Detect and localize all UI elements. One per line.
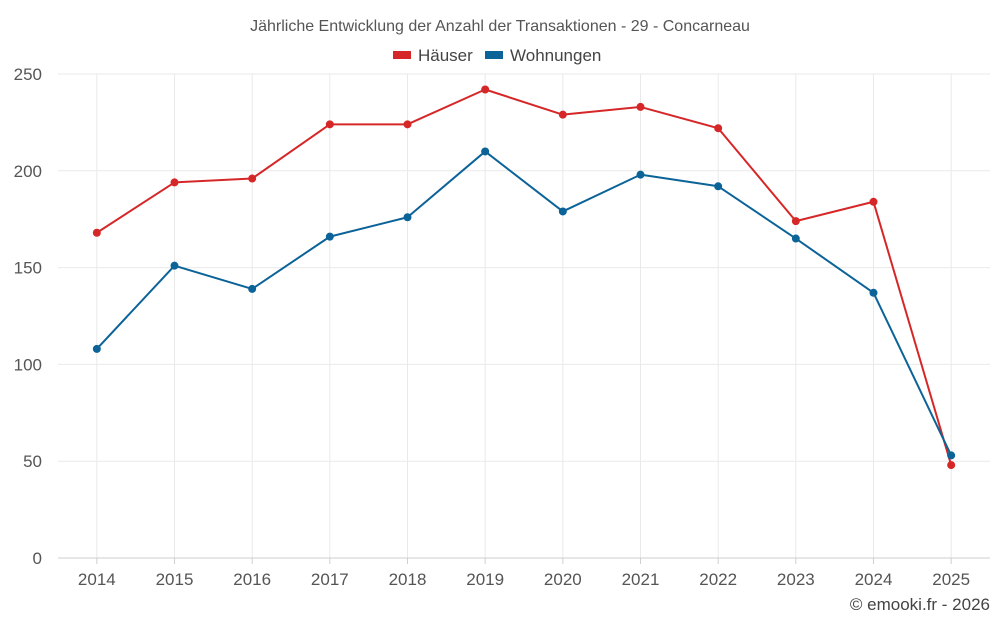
grid	[58, 73, 990, 558]
data-point-wohnungen-2018[interactable]	[403, 213, 412, 222]
data-point-wohnungen-2015[interactable]	[170, 261, 179, 270]
x-tick-label: 2020	[544, 570, 582, 589]
data-point-wohnungen-2025[interactable]	[947, 451, 956, 460]
legend-item-wohnungen[interactable]: Wohnungen	[485, 46, 601, 65]
data-point-haeuser-2015[interactable]	[170, 178, 179, 187]
data-point-wohnungen-2020[interactable]	[558, 207, 567, 216]
x-tick-label: 2024	[855, 570, 893, 589]
legend-label-haeuser: Häuser	[418, 46, 473, 65]
data-point-haeuser-2014[interactable]	[92, 228, 101, 237]
data-point-wohnungen-2023[interactable]	[791, 234, 800, 243]
data-point-haeuser-2025[interactable]	[947, 461, 956, 470]
series-line-wohnungen	[96, 150, 953, 456]
legend-swatch-haeuser	[393, 51, 411, 59]
y-tick-label: 200	[14, 162, 42, 181]
y-tick-label: 100	[14, 355, 42, 374]
data-point-wohnungen-2017[interactable]	[325, 232, 334, 241]
y-tick-label: 0	[33, 549, 42, 568]
legend-label-wohnungen: Wohnungen	[510, 46, 601, 65]
data-point-haeuser-2023[interactable]	[791, 217, 800, 226]
data-point-haeuser-2021[interactable]	[636, 102, 645, 111]
chart-credit: © emooki.fr - 2026	[850, 595, 990, 614]
x-tick-label: 2023	[777, 570, 815, 589]
x-tick-label: 2021	[622, 570, 660, 589]
x-tick-label: 2018	[389, 570, 427, 589]
x-tick-label: 2019	[466, 570, 504, 589]
data-point-wohnungen-2022[interactable]	[714, 182, 723, 191]
x-tick-label: 2025	[932, 570, 970, 589]
data-point-wohnungen-2024[interactable]	[869, 288, 878, 297]
x-tick-label: 2017	[311, 570, 349, 589]
legend-swatch-wohnungen	[485, 51, 503, 59]
y-tick-label: 150	[14, 259, 42, 278]
axes: 0 50 100 150 200 250 2014 2015 2016 2017 2018 2019 2…	[14, 65, 990, 589]
data-point-haeuser-2020[interactable]	[558, 110, 567, 119]
x-tick-label: 2014	[78, 570, 116, 589]
legend: Häuser Wohnungen	[393, 46, 601, 65]
x-tick-label: 2016	[233, 570, 271, 589]
series-layer	[92, 85, 956, 470]
legend-item-haeuser[interactable]: Häuser	[393, 46, 473, 65]
data-point-haeuser-2018[interactable]	[403, 120, 412, 129]
data-point-haeuser-2022[interactable]	[714, 124, 723, 133]
series-line-haeuser	[96, 88, 953, 466]
data-point-wohnungen-2016[interactable]	[248, 284, 257, 293]
data-point-wohnungen-2021[interactable]	[636, 170, 645, 179]
data-point-wohnungen-2014[interactable]	[92, 344, 101, 353]
chart-title: Jährliche Entwicklung der Anzahl der Tra…	[250, 18, 750, 35]
data-point-haeuser-2016[interactable]	[248, 174, 257, 183]
y-tick-label: 250	[14, 65, 42, 84]
y-tick-label: 50	[23, 452, 42, 471]
data-point-haeuser-2017[interactable]	[325, 120, 334, 129]
x-tick-label: 2022	[699, 570, 737, 589]
x-tick-label: 2015	[156, 570, 194, 589]
data-point-haeuser-2019[interactable]	[481, 85, 490, 94]
data-point-wohnungen-2019[interactable]	[481, 147, 490, 156]
data-point-haeuser-2024[interactable]	[869, 197, 878, 206]
